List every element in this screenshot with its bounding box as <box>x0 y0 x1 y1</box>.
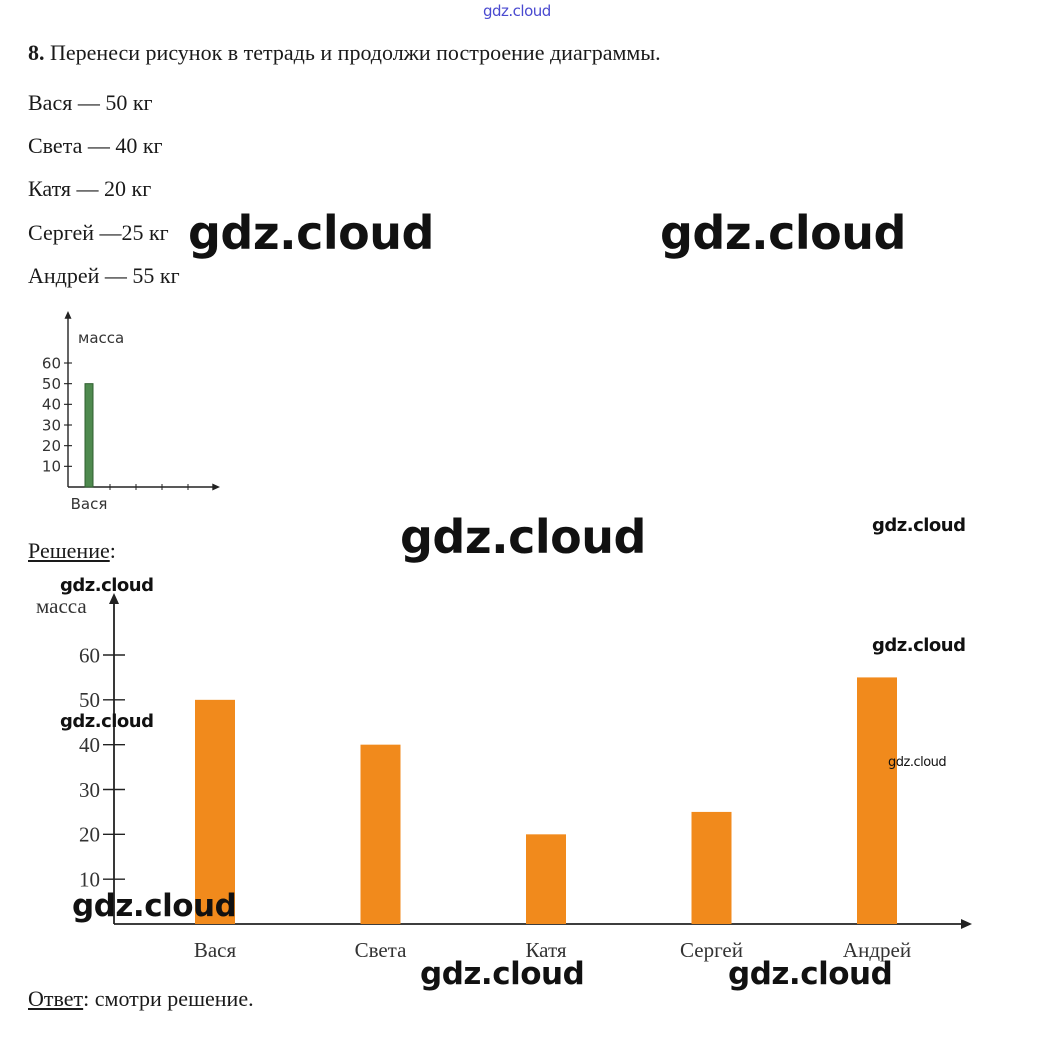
y-axis-label: масса <box>78 329 124 347</box>
answer-label: Ответ <box>28 986 84 1011</box>
data-line-1: Вася — 50 кг <box>28 90 153 115</box>
y-tick-label: 50 <box>42 375 61 393</box>
bar <box>857 677 897 924</box>
y-tick-label: 10 <box>42 458 61 476</box>
y-tick-label: 30 <box>42 416 61 434</box>
watermark-3: gdz.cloud <box>400 510 646 564</box>
x-category-label: Катя <box>525 938 566 962</box>
watermark-top: gdz.cloud <box>483 2 551 20</box>
y-axis-arrow <box>109 593 119 604</box>
watermark-2: gdz.cloud <box>660 206 906 260</box>
watermark-5: gdz.cloud <box>60 575 154 596</box>
solution-label: Решение <box>28 538 110 563</box>
watermark-8: gdz.cloud <box>888 755 947 770</box>
watermark-6: gdz.cloud <box>872 635 966 656</box>
watermark-7: gdz.cloud <box>60 711 154 732</box>
watermark-4: gdz.cloud <box>872 515 966 536</box>
x-category-label: Света <box>355 938 408 962</box>
y-axis-label: масса <box>36 594 87 618</box>
x-category-label: Сергей <box>680 938 743 962</box>
task-number: 8. <box>28 40 45 65</box>
bar <box>84 383 94 488</box>
y-tick-label: 60 <box>79 643 100 667</box>
watermark-11: gdz.cloud <box>728 956 893 992</box>
solution-heading: Решение: <box>28 538 116 563</box>
answer-line: Ответ: смотри решение. <box>28 986 254 1012</box>
task-text: Перенеси рисунок в тетрадь и продолжи по… <box>50 40 661 65</box>
y-tick-label: 40 <box>42 396 61 414</box>
x-category-label: Андрей <box>843 938 911 962</box>
bar <box>360 744 401 924</box>
watermark-9: gdz.cloud <box>72 888 237 924</box>
data-line-2: Света — 40 кг <box>28 133 163 158</box>
y-tick-label: 20 <box>42 437 61 455</box>
bar <box>195 699 235 924</box>
bar <box>691 811 732 924</box>
y-tick-label: 50 <box>79 688 100 712</box>
watermark-1: gdz.cloud <box>188 206 434 260</box>
y-tick-label: 40 <box>79 733 100 757</box>
bar <box>526 834 566 924</box>
watermark-10: gdz.cloud <box>420 956 585 992</box>
task-statement: 8. Перенеси рисунок в тетрадь и продолжи… <box>28 40 661 66</box>
task-chart: масса 10 20 30 40 50 60 Вася <box>42 311 220 513</box>
x-axis-arrow <box>212 483 220 491</box>
y-axis-arrow <box>64 311 72 319</box>
answer-text: : смотри решение. <box>83 986 254 1011</box>
data-line-3: Катя — 20 кг <box>28 176 152 201</box>
y-tick-label: 30 <box>79 778 100 802</box>
y-tick-label: 10 <box>79 868 100 892</box>
y-tick-label: 20 <box>79 823 100 847</box>
x-axis-arrow <box>961 919 972 929</box>
solution-chart: масса 10 20 30 40 50 60 Вася Света Катя Сергей Андр… <box>36 593 972 962</box>
data-line-5: Андрей — 55 кг <box>28 263 180 288</box>
data-line-4: Сергей —25 кг <box>28 220 169 245</box>
x-category-label: Вася <box>194 938 237 962</box>
y-tick-label: 60 <box>42 354 61 372</box>
x-category-label: Вася <box>71 495 108 513</box>
